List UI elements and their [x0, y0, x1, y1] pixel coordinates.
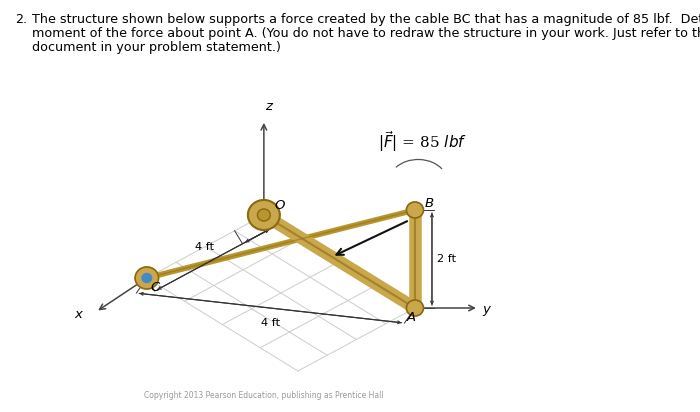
Circle shape — [258, 209, 270, 221]
Circle shape — [407, 300, 424, 316]
Text: B: B — [424, 197, 433, 210]
Text: A: A — [407, 311, 416, 324]
Text: The structure shown below supports a force created by the cable BC that has a ma: The structure shown below supports a for… — [32, 13, 700, 26]
Text: 4 ft: 4 ft — [261, 318, 280, 328]
Text: C: C — [150, 281, 160, 294]
Text: 4 ft: 4 ft — [195, 241, 214, 251]
Circle shape — [407, 202, 424, 218]
Text: z: z — [265, 100, 272, 113]
Text: Copyright 2013 Pearson Education, publishing as Prentice Hall: Copyright 2013 Pearson Education, publis… — [144, 391, 384, 400]
Text: 1 ft: 1 ft — [250, 216, 269, 226]
Text: O: O — [274, 199, 285, 212]
Text: 2 ft: 2 ft — [438, 254, 456, 264]
Text: document in your problem statement.): document in your problem statement.) — [32, 41, 281, 54]
Text: y: y — [482, 302, 490, 316]
Circle shape — [248, 200, 280, 230]
Text: x: x — [74, 309, 82, 321]
Circle shape — [142, 274, 152, 283]
Text: moment of the force about point A. (You do not have to redraw the structure in y: moment of the force about point A. (You … — [32, 27, 700, 40]
Text: 2.: 2. — [15, 13, 27, 26]
Text: $|\vec{F}|$ = 85 $lbf$: $|\vec{F}|$ = 85 $lbf$ — [378, 129, 467, 154]
Circle shape — [135, 267, 158, 289]
